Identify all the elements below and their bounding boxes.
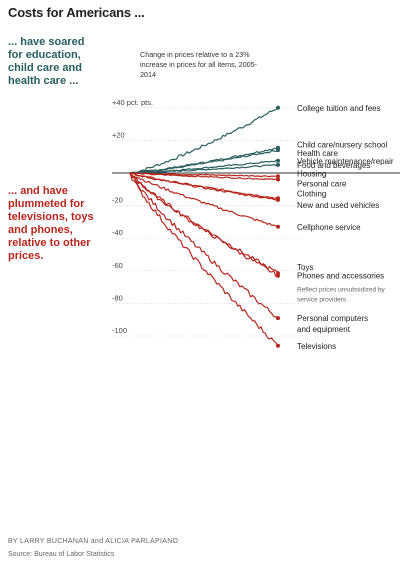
annotation-rising: ... have soared for education, child car… [8, 36, 85, 87]
series-line-personal-computers-and-equipment [129, 172, 279, 319]
series-label-phones-and-accessories: Phones and accessories [297, 272, 384, 281]
series-line-clothing [129, 172, 279, 199]
series-endpoint-cellphone-service [276, 224, 280, 229]
gridlines [112, 107, 300, 337]
source-note: Source: Bureau of Labor Statistics [8, 551, 115, 558]
series-endpoint-college-tuition-and-fees [276, 105, 280, 110]
series-label-personal-computers-and-equipment: and equipment [297, 325, 351, 334]
series-endpoint-new-and-used-vehicles [276, 197, 280, 202]
series-label-clothing: Clothing [297, 189, 326, 198]
chart-subtitle: Change in prices relative to a 23% incre… [140, 50, 258, 79]
series-label-personal-computers-and-equipment: Personal computers [297, 314, 368, 323]
series-endpoint-vehicle-maintenance-repair [276, 158, 280, 163]
y-tick-label: +40 pct. pts. [112, 98, 153, 107]
series-endpoint-personal-computers-and-equipment [276, 316, 280, 321]
series-label-televisions: Televisions [297, 342, 336, 351]
series-label-cellphone-service: Cellphone service [297, 223, 361, 232]
y-tick-label: -40 [112, 228, 123, 237]
series-note: service providers [297, 297, 347, 304]
series-label-food-and-beverages: Food and beverages [297, 161, 370, 170]
series-endpoint-personal-care [276, 177, 280, 182]
series-line-health-care [129, 149, 279, 175]
series-label-health-care: Health care [297, 149, 338, 158]
series-line-college-tuition-and-fees [129, 107, 279, 174]
y-tick-label: -100 [112, 326, 127, 335]
y-axis-ticks: +40 pct. pts. +20 -20 -40 -60 -80 -100 [112, 98, 153, 335]
series-labels: College tuition and fees Child care/nurse… [297, 104, 394, 351]
series-endpoint-televisions [276, 343, 280, 348]
series-line-phones-and-accessories [129, 172, 279, 277]
series-line-cellphone-service [129, 172, 279, 228]
series-endpoint-housing [276, 174, 280, 179]
series-lines [129, 105, 280, 348]
y-tick-label: +20 [112, 130, 125, 139]
series-endpoint-food-and-beverages [276, 162, 280, 167]
annotation-falling: ... and have plummeted for televisions, … [8, 185, 94, 262]
series-label-child-care-nursery-school: Child care/nursery school [297, 141, 387, 150]
series-line-food-and-beverages [129, 164, 279, 174]
series-label-toys: Toys [297, 263, 313, 272]
series-label-vehicle-maintenance-repair: Vehicle maintenance/repair [297, 157, 394, 166]
series-endpoint-phones-and-accessories [276, 273, 280, 278]
series-line-personal-care [129, 172, 279, 181]
y-tick-label: -60 [112, 261, 123, 270]
y-tick-label: -80 [112, 293, 123, 302]
series-label-new-and-used-vehicles: New and used vehicles [297, 201, 379, 210]
chart-title: Costs for Americans ... [8, 5, 145, 20]
series-line-new-and-used-vehicles [129, 172, 278, 201]
series-note: Reflect prices unsubsidized by [297, 287, 386, 294]
series-label-college-tuition-and-fees: College tuition and fees [297, 104, 381, 113]
series-label-personal-care: Personal care [297, 180, 347, 189]
y-tick-label: -20 [112, 196, 123, 205]
byline: BY LARRY BUCHANAN and ALICIA PARLAPIANO [8, 538, 179, 545]
series-endpoint-health-care [276, 148, 280, 153]
series-label-housing: Housing [297, 169, 326, 178]
series-line-televisions [129, 172, 279, 347]
